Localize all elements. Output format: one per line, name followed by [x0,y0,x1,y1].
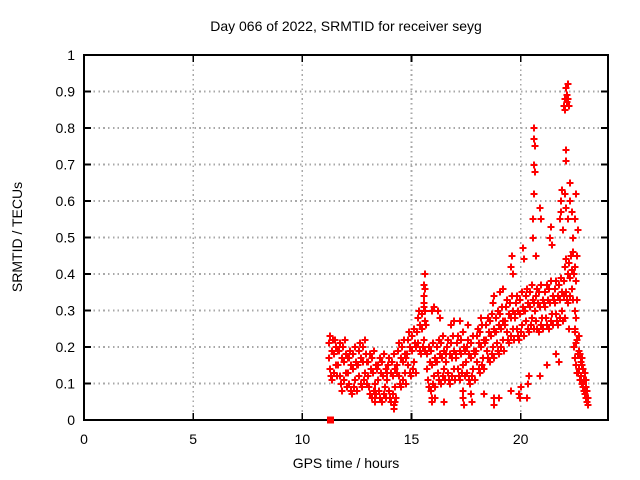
x-tick-label: 10 [295,431,311,447]
x-tick-label: 0 [80,431,88,447]
y-tick-label: 0.8 [56,120,76,136]
y-tick-label: 0.6 [56,193,76,209]
grid-lines [84,55,608,420]
x-axis-label: GPS time / hours [293,455,400,471]
y-tick-label: 0.4 [56,266,76,282]
x-tick-label: 15 [404,431,420,447]
scatter-points-srmtid [325,80,592,413]
y-tick-label: 0.2 [56,339,76,355]
y-tick-label: 0.5 [56,230,76,246]
tick-labels: 0 5 10 15 20 0 0.1 0.2 0.3 0.4 0.5 0.6 0.7 0.8 0.9 1 [56,47,529,447]
y-tick-label: 0 [67,412,75,428]
x-tick-label: 5 [189,431,197,447]
y-tick-label: 1 [67,47,75,63]
square-marker-start-marker [327,416,335,424]
y-tick-label: 0.7 [56,157,76,173]
y-tick-label: 0.3 [56,303,76,319]
chart-title: Day 066 of 2022, SRMTID for receiver sey… [210,18,482,34]
data-points [325,80,592,424]
y-axis-label: SRMTID / TECUs [9,182,25,292]
plot-frame [83,54,609,421]
y-tick-label: 0.9 [56,84,76,100]
x-tick-label: 20 [513,431,529,447]
y-tick-label: 0.1 [56,376,76,392]
axis-ticks [83,54,608,421]
